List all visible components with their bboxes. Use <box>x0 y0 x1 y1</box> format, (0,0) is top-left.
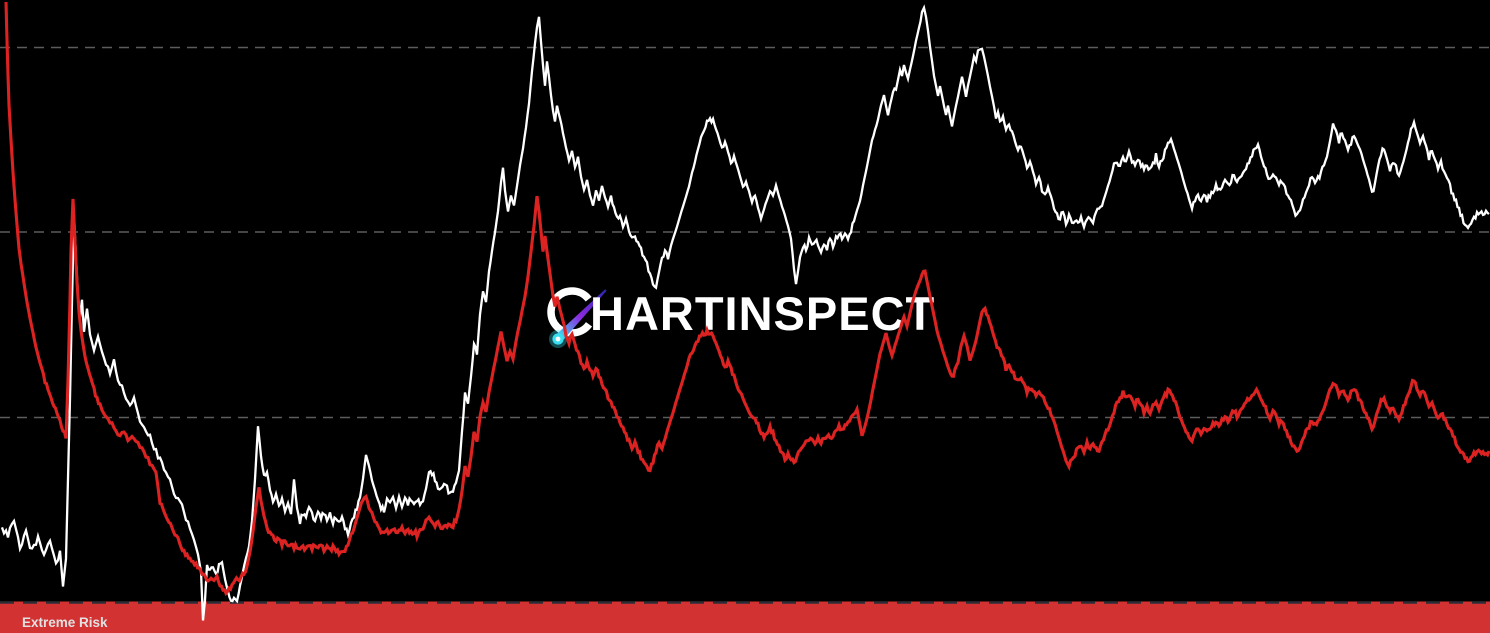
watermark-logo: HARTINSPECT <box>547 287 935 348</box>
gridlines <box>0 46 1490 419</box>
extreme-risk-band-fill <box>0 601 1490 633</box>
comet-tail-icon <box>554 289 607 343</box>
extreme-risk-band: Extreme Risk <box>0 601 1490 633</box>
extreme-risk-band-label: Extreme Risk <box>22 615 108 630</box>
series-lines <box>0 1 1490 621</box>
series-white-line <box>0 4 1490 621</box>
series-red-line <box>4 1 1490 597</box>
watermark-brand-text: HARTINSPECT <box>590 287 935 340</box>
comet-core-icon <box>555 336 561 342</box>
